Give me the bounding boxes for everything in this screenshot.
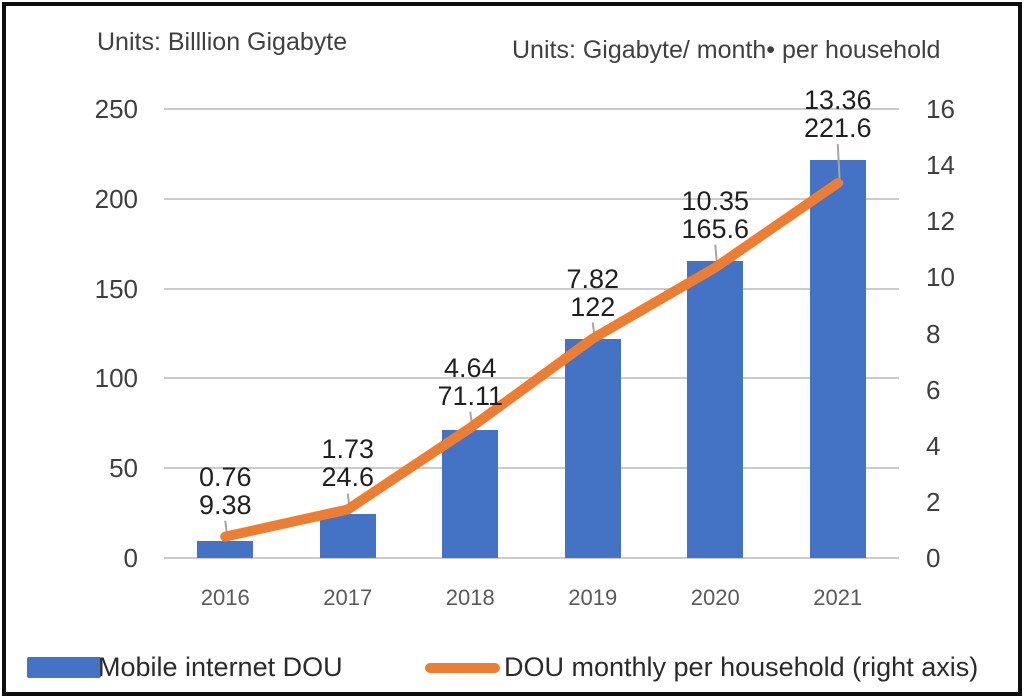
right-tick-6: 6 [926,374,941,405]
legend: Mobile internet DOU DOU monthly per hous… [6,646,1018,692]
bar-2020 [687,260,744,558]
right-tick-8: 8 [926,318,941,349]
bar-2021 [809,160,866,558]
line-value-label-2021: 13.36 [803,85,872,115]
right-tick-16: 16 [926,94,955,124]
year-label-2021: 2021 [813,585,863,610]
bar-2019 [564,338,621,558]
bar-value-label-2017: 24.6 [321,462,375,493]
bar-value-label-2019: 122 [570,291,616,322]
left-tick-50: 50 [109,453,138,484]
gridline-200 [164,197,899,200]
legend-line-label: DOU monthly per household (right axis) [504,652,979,682]
leader-line-2021 [836,143,841,184]
left-tick-100: 100 [94,363,138,394]
data-label-stack-2020: 10.35 165.6 [645,187,785,243]
right-tick-0: 0 [926,543,941,573]
bar-value-label-2020: 165.6 [681,213,750,244]
bar-2016 [197,541,254,558]
gridline-50 [164,467,899,470]
left-axis-units-title: Units: Billlion Gigabyte [97,28,348,56]
gridline-0 [164,557,899,559]
left-tick-150: 150 [94,273,138,304]
line-value-label-2016: 0.76 [198,461,252,492]
bar-value-label-2021: 221.6 [803,113,872,143]
year-label-2019: 2019 [568,585,618,610]
left-tick-250: 250 [94,94,138,124]
data-label-stack-2019: 7.82 122 [523,265,663,321]
line-value-label-2017: 1.73 [321,434,375,465]
gridline-250 [164,108,899,110]
year-label-2020: 2020 [690,585,740,610]
right-tick-4: 4 [926,430,941,461]
left-tick-200: 200 [94,183,138,214]
data-label-stack-2018: 4.64 71.11 [400,354,540,410]
line-value-label-2019: 7.82 [566,263,620,294]
year-label-2018: 2018 [445,585,495,610]
bar-value-label-2016: 9.38 [198,489,252,520]
line-series-layer [220,143,844,542]
plot-area [164,108,899,559]
right-tick-2: 2 [926,486,941,517]
line-value-label-2020: 10.35 [681,185,750,216]
right-tick-10: 10 [926,262,955,293]
gridline-150 [164,287,899,290]
right-tick-14: 14 [926,150,955,181]
line-value-label-2018: 4.64 [443,352,497,383]
bar-2017 [319,513,376,558]
legend-line-swatch [425,663,500,673]
dou-line-series [220,178,843,542]
legend-bar-label: Mobile internet DOU [98,652,343,682]
left-tick-0: 0 [123,543,138,573]
data-label-stack-2021: 13.36 221.6 [768,86,908,142]
right-tick-12: 12 [926,206,955,237]
right-axis-units-title: Units: Gigabyte/ month• per household [512,36,941,64]
bar-value-label-2018: 71.11 [437,380,504,411]
data-label-stack-2016: 0.76 9.38 [155,463,295,519]
data-label-stack-2017: 1.73 24.6 [278,435,418,491]
bar-2018 [442,430,499,558]
year-label-2016: 2016 [200,585,250,610]
year-label-2017: 2017 [323,585,373,610]
legend-bar-swatch [27,657,101,678]
